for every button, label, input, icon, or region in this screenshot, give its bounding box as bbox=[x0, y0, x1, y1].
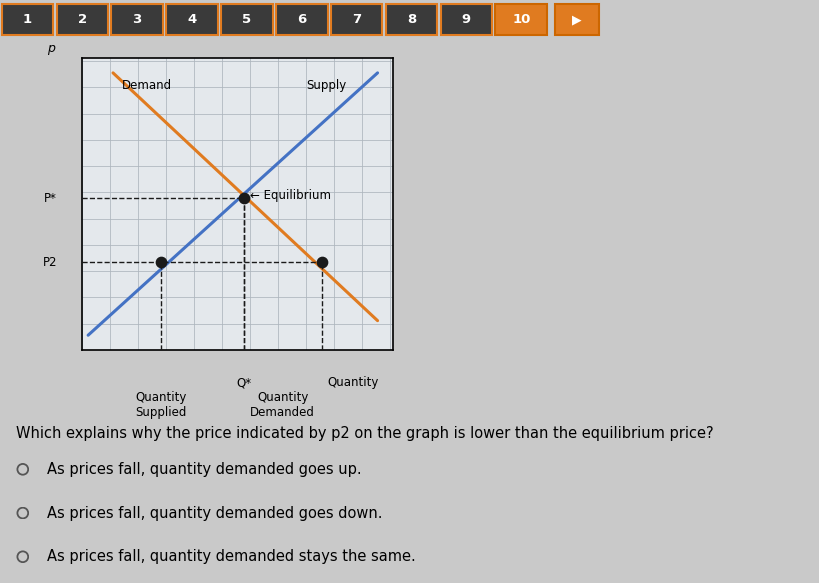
Text: 7: 7 bbox=[352, 13, 361, 26]
Bar bbox=[331, 4, 382, 36]
Bar bbox=[221, 4, 273, 36]
Text: 5: 5 bbox=[242, 13, 251, 26]
Bar bbox=[555, 4, 600, 36]
Text: p: p bbox=[47, 43, 55, 55]
Bar bbox=[495, 4, 547, 36]
Text: 9: 9 bbox=[462, 13, 471, 26]
Text: Demand: Demand bbox=[122, 79, 173, 92]
Bar bbox=[276, 4, 328, 36]
Bar bbox=[57, 4, 108, 36]
Text: 4: 4 bbox=[188, 13, 197, 26]
Text: As prices fall, quantity demanded goes down.: As prices fall, quantity demanded goes d… bbox=[47, 505, 382, 521]
Text: Quantity
Supplied: Quantity Supplied bbox=[136, 391, 187, 419]
Bar bbox=[2, 4, 53, 36]
Bar bbox=[166, 4, 218, 36]
Text: 2: 2 bbox=[78, 13, 87, 26]
Text: Which explains why the price indicated by p2 on the graph is lower than the equi: Which explains why the price indicated b… bbox=[16, 426, 714, 441]
Bar bbox=[441, 4, 492, 36]
Text: As prices fall, quantity demanded stays the same.: As prices fall, quantity demanded stays … bbox=[47, 549, 415, 564]
Text: 8: 8 bbox=[407, 13, 416, 26]
Text: As prices fall, quantity demanded goes up.: As prices fall, quantity demanded goes u… bbox=[47, 462, 361, 477]
Text: Supply: Supply bbox=[306, 79, 346, 92]
Bar bbox=[386, 4, 437, 36]
Point bbox=[238, 194, 251, 203]
Point bbox=[315, 258, 328, 267]
Bar bbox=[111, 4, 163, 36]
Text: Quantity
Demanded: Quantity Demanded bbox=[250, 391, 315, 419]
Text: P*: P* bbox=[44, 192, 57, 205]
Text: ← Equilibrium: ← Equilibrium bbox=[250, 189, 331, 202]
Text: Quantity: Quantity bbox=[327, 376, 378, 389]
Text: ▶: ▶ bbox=[572, 13, 582, 26]
Text: 3: 3 bbox=[133, 13, 142, 26]
Point bbox=[155, 258, 168, 267]
Text: Q*: Q* bbox=[236, 376, 251, 389]
Text: 10: 10 bbox=[512, 13, 531, 26]
Text: 6: 6 bbox=[297, 13, 306, 26]
Text: 1: 1 bbox=[23, 13, 32, 26]
Text: P2: P2 bbox=[43, 256, 57, 269]
